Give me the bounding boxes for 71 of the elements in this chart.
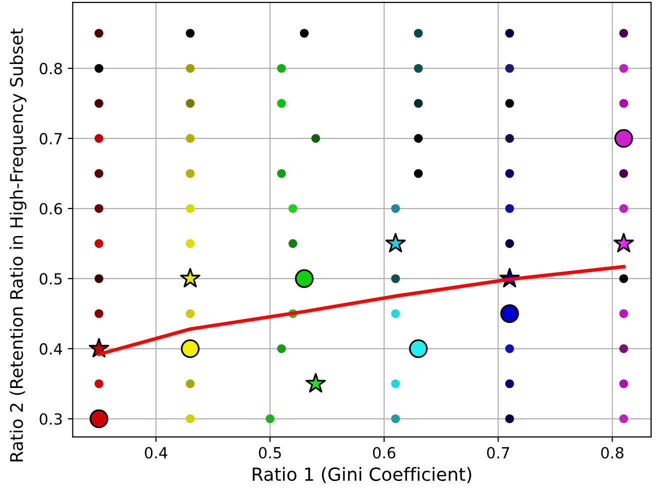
point <box>619 309 628 318</box>
point <box>391 204 400 213</box>
point <box>505 204 514 213</box>
point <box>505 414 514 424</box>
point <box>619 204 628 213</box>
point <box>277 344 286 354</box>
y-tick-label: 0.5 <box>40 273 62 285</box>
point <box>619 169 628 178</box>
point <box>94 169 104 178</box>
point <box>619 28 628 38</box>
point <box>94 204 104 213</box>
point <box>619 98 628 108</box>
point <box>391 274 400 283</box>
point <box>186 134 195 143</box>
point <box>186 98 195 108</box>
point <box>94 28 104 38</box>
point <box>619 64 628 73</box>
point <box>300 28 309 38</box>
point <box>277 98 286 108</box>
y-tick-label: 0.6 <box>40 202 62 215</box>
x-tick-label: 0.8 <box>601 446 624 459</box>
point <box>505 239 514 248</box>
point <box>186 414 195 424</box>
y-axis-title: Ratio 2 (Retention Ratio in High-Frequency Subset <box>10 28 26 462</box>
point <box>391 379 400 388</box>
point <box>505 64 514 73</box>
point <box>186 239 195 248</box>
point <box>391 309 400 318</box>
point <box>414 134 423 143</box>
point <box>414 28 423 38</box>
point <box>186 309 195 318</box>
point <box>414 64 423 73</box>
y-tick-label: 0.7 <box>40 132 62 144</box>
point <box>619 414 628 424</box>
point <box>94 134 104 143</box>
x-tick-label: 0.4 <box>144 446 168 459</box>
point <box>505 169 514 178</box>
x-axis-title: Ratio 1 (Gini Coefficient) <box>252 467 472 484</box>
point <box>619 379 628 388</box>
point <box>186 28 195 38</box>
point <box>505 134 514 143</box>
point <box>277 169 286 178</box>
point <box>414 98 423 108</box>
point <box>94 379 104 388</box>
point <box>505 28 514 38</box>
point <box>619 344 628 354</box>
point <box>505 344 514 354</box>
point <box>414 169 423 178</box>
x-tick-label: 0.6 <box>373 446 396 459</box>
point <box>505 379 514 388</box>
point <box>391 414 400 424</box>
point <box>619 274 628 283</box>
point <box>186 169 195 178</box>
x-tick-label: 0.7 <box>487 446 510 459</box>
point <box>186 64 195 73</box>
point <box>94 64 104 73</box>
point <box>94 98 104 108</box>
x-tick-label: 0.5 <box>258 446 281 459</box>
point <box>186 204 195 213</box>
point <box>288 239 298 248</box>
point <box>266 414 274 424</box>
y-tick-label: 0.4 <box>40 343 62 355</box>
point <box>186 379 195 388</box>
point <box>288 204 298 213</box>
y-tick-label: 0.3 <box>40 413 62 425</box>
point <box>311 134 320 143</box>
point <box>94 274 104 283</box>
y-tick-label: 0.8 <box>40 62 62 74</box>
point <box>505 98 514 108</box>
point <box>94 309 104 318</box>
point <box>277 64 286 73</box>
